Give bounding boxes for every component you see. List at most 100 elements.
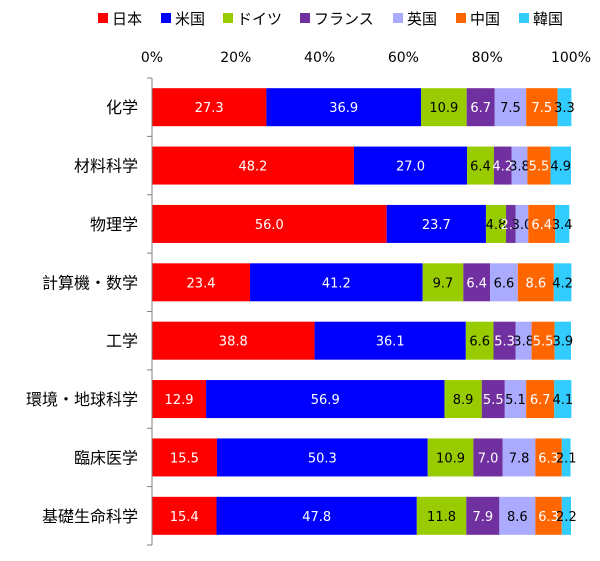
data-label-7-1: 47.8 <box>302 510 331 525</box>
bar-3-3 <box>463 263 491 302</box>
data-label-6-3: 7.0 <box>478 451 499 466</box>
bar-5-3 <box>481 380 505 419</box>
data-label-7-2: 11.8 <box>427 510 456 525</box>
data-label-5-2: 8.9 <box>453 393 474 408</box>
data-label-2-6: 3.4 <box>552 218 573 233</box>
bar-4-5 <box>531 321 555 360</box>
legend-swatch-0 <box>98 13 108 23</box>
data-label-5-6: 4.1 <box>552 393 573 408</box>
data-label-0-3: 6.7 <box>470 101 491 116</box>
bar-3-0 <box>152 263 251 302</box>
data-label-2-5: 6.4 <box>531 218 552 233</box>
bar-0-3 <box>466 88 495 127</box>
legend-swatch-1 <box>161 13 171 23</box>
bar-6-5 <box>535 438 562 477</box>
legend-label-0: 日本 <box>112 10 142 28</box>
bar-4-0 <box>152 321 315 360</box>
data-label-3-2: 9.7 <box>433 276 454 291</box>
data-label-7-0: 15.4 <box>170 510 199 525</box>
data-label-0-5: 7.5 <box>532 101 553 116</box>
data-label-3-3: 6.4 <box>466 276 487 291</box>
data-label-5-4: 5.1 <box>505 393 526 408</box>
bar-1-5 <box>527 146 551 185</box>
data-label-5-1: 56.9 <box>311 393 340 408</box>
bar-3-2 <box>422 263 464 302</box>
x-tick-label-5: 100% <box>551 50 591 66</box>
legend-swatch-3 <box>300 13 310 23</box>
bar-0-2 <box>420 88 467 127</box>
data-label-4-0: 38.8 <box>219 335 248 350</box>
bar-6-3 <box>473 438 503 477</box>
data-label-0-4: 7.5 <box>500 101 521 116</box>
data-label-2-4: 3.0 <box>512 218 533 233</box>
bar-7-2 <box>416 496 467 535</box>
bar-4-6 <box>554 321 571 360</box>
bar-2-0 <box>152 204 387 243</box>
bar-3-1 <box>250 263 423 302</box>
data-label-1-4: 3.8 <box>509 160 530 175</box>
x-tick-label-1: 20% <box>220 50 251 66</box>
category-label-3: 計算機・数学 <box>42 273 138 292</box>
bar-5-2 <box>444 380 482 419</box>
bar-4-3 <box>493 321 516 360</box>
bar-7-6 <box>561 496 571 535</box>
bar-0-1 <box>266 88 421 127</box>
data-label-7-3: 7.9 <box>472 510 493 525</box>
bar-3-6 <box>553 263 572 302</box>
data-label-2-2: 4.8 <box>486 218 507 233</box>
bar-area: 27.3 36.9 10.9 6.7 7.5 7.5 3.348.2 27.0 6.4 4.23.… <box>152 88 577 535</box>
bar-1-4 <box>511 146 528 185</box>
legend-label-2: ドイツ <box>237 10 282 28</box>
bar-4-1 <box>314 321 466 360</box>
axis-lines <box>147 77 153 546</box>
data-label-1-3: 4.2 <box>492 160 513 175</box>
bar-0-0 <box>152 88 267 127</box>
bar-1-6 <box>550 146 571 185</box>
bar-0-6 <box>557 88 572 127</box>
bar-5-5 <box>526 380 555 419</box>
category-label-1: 材料科学 <box>74 157 138 176</box>
bar-2-4 <box>515 204 529 243</box>
data-label-4-3: 5.3 <box>494 335 515 350</box>
bar-0-4 <box>494 88 527 127</box>
bar-3-5 <box>517 263 554 302</box>
data-label-6-0: 15.5 <box>170 451 199 466</box>
bar-2-3 <box>506 204 516 243</box>
data-label-6-2: 10.9 <box>436 451 465 466</box>
data-label-6-5: 6.3 <box>538 451 559 466</box>
data-label-7-4: 8.6 <box>507 510 528 525</box>
data-label-1-2: 6.4 <box>470 160 491 175</box>
x-axis-ticks: 0% 20% 40% 60% 80% 100% <box>141 50 591 66</box>
bar-1-3 <box>493 146 512 185</box>
legend-swatch-6 <box>519 13 529 23</box>
bar-6-0 <box>152 438 217 477</box>
legend-label-6: 韓国 <box>533 10 563 28</box>
category-label-6: 臨床医学 <box>74 448 138 467</box>
legend-swatch-5 <box>456 13 466 23</box>
bar-1-2 <box>467 146 494 185</box>
legend-swatch-2 <box>223 13 233 23</box>
category-label-5: 環境・地球科学 <box>26 390 138 409</box>
data-label-6-4: 7.8 <box>509 451 530 466</box>
bar-0-5 <box>526 88 558 127</box>
category-label-2: 物理学 <box>90 215 138 234</box>
data-label-5-3: 5.5 <box>483 393 504 408</box>
category-label-4: 工学 <box>106 332 138 351</box>
bar-1-0 <box>152 146 354 185</box>
bar-5-4 <box>504 380 527 419</box>
x-tick-label-4: 80% <box>472 50 503 66</box>
bar-3-4 <box>490 263 518 302</box>
bar-7-5 <box>535 496 562 535</box>
x-tick-label-0: 0% <box>141 50 163 66</box>
data-label-5-5: 6.7 <box>530 393 551 408</box>
data-label-4-2: 6.6 <box>469 335 490 350</box>
data-label-0-0: 27.3 <box>195 101 224 116</box>
legend-swatch-4 <box>393 13 403 23</box>
bar-7-1 <box>216 496 417 535</box>
legend-label-1: 米国 <box>175 10 205 28</box>
bar-6-2 <box>427 438 474 477</box>
data-label-1-0: 48.2 <box>239 160 268 175</box>
data-label-4-1: 36.1 <box>376 335 405 350</box>
data-label-0-1: 36.9 <box>329 101 358 116</box>
data-label-7-5: 6.3 <box>538 510 559 525</box>
